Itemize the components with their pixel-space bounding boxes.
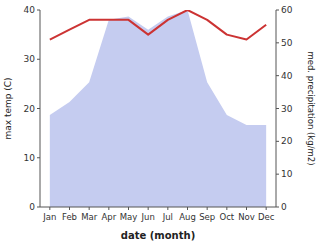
y2-tick bbox=[276, 174, 279, 175]
y2-tick-label: 10 bbox=[281, 169, 293, 179]
y-tick-label: 20 bbox=[24, 104, 36, 114]
x-tick bbox=[226, 207, 227, 210]
y2-tick-label: 0 bbox=[281, 202, 287, 212]
x-tick-label: Nov bbox=[238, 212, 255, 222]
y2-tick-label: 20 bbox=[281, 136, 293, 146]
y-tick-label: 10 bbox=[24, 153, 36, 163]
y2-tick bbox=[276, 42, 279, 43]
x-tick bbox=[69, 207, 70, 210]
y-tick bbox=[37, 108, 40, 109]
x-tick-label: Aug bbox=[179, 212, 196, 222]
y-tick-label: 40 bbox=[24, 5, 36, 15]
y2-axis-label: med. precipitation (kg/m2) bbox=[306, 51, 316, 165]
x-tick bbox=[266, 207, 267, 210]
x-tick-label: Jan bbox=[42, 212, 56, 222]
x-tick bbox=[148, 207, 149, 210]
y-tick bbox=[37, 157, 40, 158]
y-axis-label: max temp (C) bbox=[3, 77, 13, 139]
x-tick-label: May bbox=[120, 212, 138, 222]
x-tick bbox=[207, 207, 208, 210]
y-tick bbox=[37, 59, 40, 60]
y-tick-label: 30 bbox=[24, 54, 36, 64]
x-tick bbox=[108, 207, 109, 210]
x-tick bbox=[49, 207, 50, 210]
x-tick bbox=[128, 207, 129, 210]
x-tick bbox=[167, 207, 168, 210]
plot-area bbox=[50, 10, 266, 207]
x-tick bbox=[89, 207, 90, 210]
x-axis-line bbox=[40, 207, 276, 208]
temperature-line bbox=[50, 10, 266, 40]
y2-tick bbox=[276, 10, 279, 11]
y2-tick-label: 60 bbox=[281, 5, 293, 15]
x-tick-label: Dec bbox=[258, 212, 275, 222]
y2-tick-label: 30 bbox=[281, 104, 293, 114]
x-tick-label: Mar bbox=[81, 212, 98, 222]
x-tick-label: Feb bbox=[62, 212, 77, 222]
x-tick-label: Sep bbox=[199, 212, 215, 222]
x-axis-label: date (month) bbox=[121, 230, 195, 241]
chart-container: 0 10 20 30 40 0 10 20 30 40 50 60 Jan Feb MarApr MayJun… bbox=[0, 0, 318, 247]
y2-tick bbox=[276, 75, 279, 76]
y-tick bbox=[37, 10, 40, 11]
y2-tick-label: 50 bbox=[281, 38, 293, 48]
chart: 0 10 20 30 40 0 10 20 30 40 50 60 Jan Feb MarApr MayJun… bbox=[0, 0, 318, 247]
x-tick bbox=[246, 207, 247, 210]
y2-tick bbox=[276, 108, 279, 109]
y2-tick bbox=[276, 141, 279, 142]
y-tick bbox=[37, 207, 40, 208]
precipitation-area bbox=[50, 10, 266, 207]
x-tick-label: Oct bbox=[219, 212, 234, 222]
y-tick-label: 0 bbox=[29, 202, 35, 212]
y2-tick bbox=[276, 207, 279, 208]
x-tick-label: Jun bbox=[141, 212, 155, 222]
x-tick bbox=[187, 207, 188, 210]
y2-tick-label: 40 bbox=[281, 71, 293, 81]
x-tick-label: Jul bbox=[162, 212, 173, 222]
x-tick-label: Apr bbox=[101, 212, 116, 222]
